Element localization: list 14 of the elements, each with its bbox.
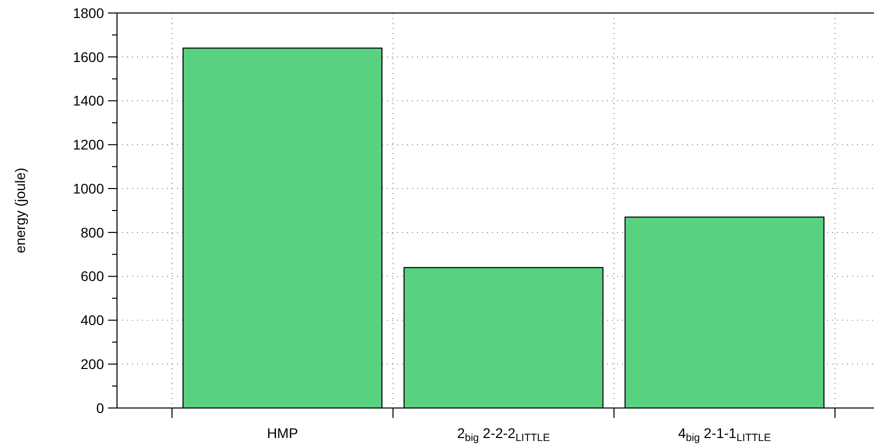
y-tick-label: 600	[80, 268, 104, 284]
y-tick-label: 1000	[72, 180, 104, 196]
x-tick-label: HMP	[266, 425, 298, 441]
y-tick-label: 200	[80, 356, 104, 372]
y-tick-label: 400	[80, 312, 104, 328]
y-tick-label: 1200	[72, 136, 104, 153]
y-axis-title: energy (joule)	[12, 168, 28, 254]
x-tick-label: 2$_{big}$ 2-2-2$_{LITTLE}$	[457, 425, 550, 444]
y-tick-label: 0	[96, 400, 104, 416]
x-tick-label: 4$_{big}$ 2-1-1$_{LITTLE}$	[678, 425, 771, 444]
y-tick-label: 1400	[72, 92, 104, 109]
y-tick-label: 1800	[72, 4, 104, 21]
y-tick-label: 1600	[72, 48, 104, 65]
y-tick-label: 800	[80, 224, 104, 240]
